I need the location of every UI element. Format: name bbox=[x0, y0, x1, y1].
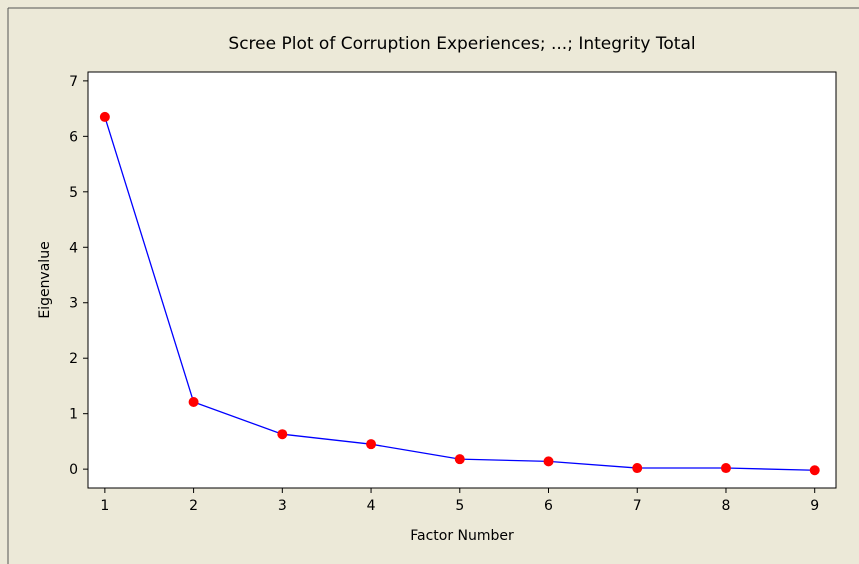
y-tick-label: 7 bbox=[69, 74, 78, 90]
point bbox=[809, 465, 820, 476]
y-tick-label: 4 bbox=[69, 240, 78, 256]
y-tick-label: 0 bbox=[69, 462, 78, 478]
x-tick-label: 2 bbox=[189, 498, 198, 514]
point bbox=[543, 456, 554, 467]
point bbox=[454, 454, 465, 465]
x-tick-label: 1 bbox=[100, 498, 109, 514]
point bbox=[632, 463, 643, 474]
x-tick-label: 9 bbox=[810, 498, 819, 514]
plot-area bbox=[87, 71, 837, 489]
point bbox=[188, 397, 199, 408]
x-tick-label: 3 bbox=[278, 498, 287, 514]
x-tick-label: 7 bbox=[633, 498, 642, 514]
y-tick-label: 2 bbox=[69, 351, 78, 367]
y-tick-label: 6 bbox=[69, 129, 78, 145]
y-tick-label: 3 bbox=[69, 296, 78, 312]
y-tick-label: 1 bbox=[69, 407, 78, 423]
x-tick-label: 6 bbox=[544, 498, 553, 514]
x-tick-label: 5 bbox=[455, 498, 464, 514]
point bbox=[366, 439, 377, 450]
x-axis-label: Factor Number bbox=[410, 528, 514, 544]
x-tick-label: 8 bbox=[722, 498, 731, 514]
y-tick-label: 5 bbox=[69, 185, 78, 201]
point bbox=[720, 463, 731, 474]
chart-title: Scree Plot of Corruption Experiences; ..… bbox=[228, 34, 695, 54]
x-tick-label: 4 bbox=[367, 498, 376, 514]
y-axis-label: Eigenvalue bbox=[37, 241, 53, 318]
point bbox=[277, 429, 288, 440]
point bbox=[99, 111, 110, 122]
